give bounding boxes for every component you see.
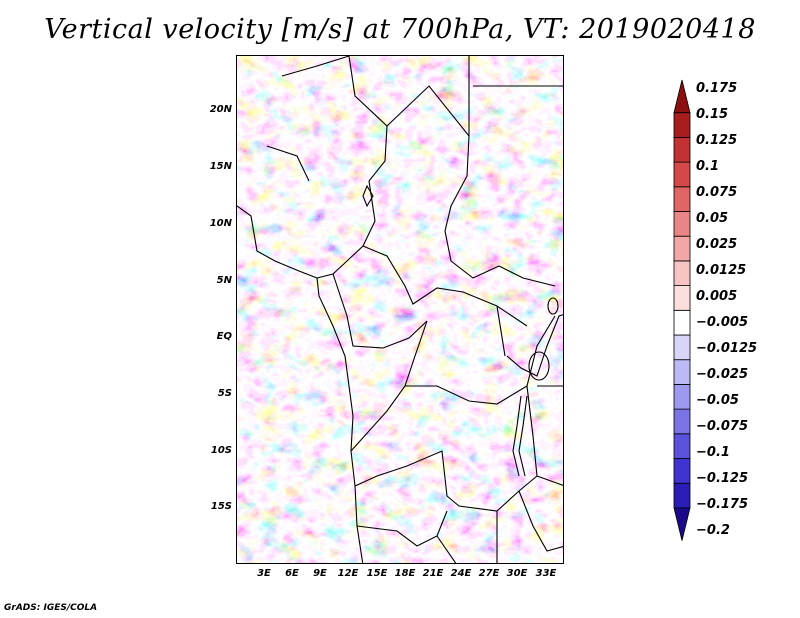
- colorbar-label: −0.175: [696, 497, 749, 512]
- lat-label-5s: 5S: [217, 388, 232, 399]
- colorbar-label: 0.125: [696, 133, 738, 148]
- colorbar-label: 0.075: [696, 185, 738, 200]
- colorbar-cell: [673, 161, 691, 188]
- colorbar-label: 0.005: [696, 289, 738, 304]
- colorbar-label: 0.175: [696, 81, 738, 96]
- colorbar-bottom-arrow: [673, 507, 691, 541]
- colorbar-cell: [673, 334, 691, 361]
- chart-title: Vertical velocity [m/s] at 700hPa, VT: 2…: [44, 14, 756, 45]
- lon-label-30e: 30E: [506, 568, 528, 579]
- colorbar-cell: [673, 359, 691, 385]
- colorbar-cell: [673, 112, 691, 138]
- velocity-field: [237, 56, 563, 563]
- lon-label-3e: 3E: [257, 568, 271, 579]
- colorbar-label: −0.1: [696, 445, 730, 460]
- colorbar-label: −0.075: [696, 419, 749, 434]
- colorbar-cell: [673, 285, 691, 311]
- lon-label-12e: 12E: [337, 568, 359, 579]
- velocity-map: [237, 56, 563, 563]
- colorbar-label: −0.0125: [696, 341, 758, 356]
- colorbar-top-arrow: [673, 79, 691, 114]
- colorbar-label: −0.2: [696, 523, 730, 538]
- map-plot-area: [236, 55, 564, 564]
- lon-label-9e: 9E: [313, 568, 327, 579]
- lat-label-eq: EQ: [216, 331, 232, 342]
- lat-label-10s: 10S: [210, 445, 232, 456]
- lat-label-15n: 15N: [209, 161, 232, 172]
- credit-text: GrADS: IGES/COLA: [4, 603, 98, 613]
- colorbar-label: −0.005: [696, 315, 749, 330]
- colorbar-label: 0.1: [696, 159, 720, 174]
- colorbar-label: −0.025: [696, 367, 749, 382]
- colorbar-cell: [673, 260, 691, 286]
- colorbar-cell: [673, 186, 691, 212]
- water-bodies: [362, 184, 559, 477]
- lon-label-33e: 33E: [535, 568, 557, 579]
- colorbar-label: 0.15: [696, 107, 729, 122]
- lat-label-5n: 5N: [216, 275, 232, 286]
- colorbar-cell: [673, 235, 691, 262]
- colorbar-label: 0.0125: [696, 263, 747, 278]
- lon-label-27e: 27E: [478, 568, 500, 579]
- colorbar-cell: [673, 383, 691, 410]
- colorbar-cell: [673, 136, 691, 163]
- colorbar-cell: [673, 458, 691, 484]
- colorbar-cell: [673, 211, 691, 237]
- lat-label-15s: 15S: [210, 501, 232, 512]
- colorbar-cell: [673, 482, 691, 509]
- colorbar-cell: [673, 309, 691, 336]
- colorbar-cell: [673, 433, 691, 459]
- lon-label-18e: 18E: [394, 568, 416, 579]
- lon-label-21e: 21E: [422, 568, 444, 579]
- lat-label-10n: 10N: [209, 218, 232, 229]
- country-borders: [237, 56, 563, 563]
- lon-label-15e: 15E: [366, 568, 388, 579]
- colorbar-label: 0.025: [696, 237, 738, 252]
- colorbar-label: −0.125: [696, 471, 749, 486]
- lon-label-6e: 6E: [285, 568, 299, 579]
- colorbar-label: 0.05: [696, 211, 729, 226]
- lon-label-24e: 24E: [450, 568, 472, 579]
- colorbar-cells: [673, 79, 691, 541]
- lat-label-20n: 20N: [209, 104, 232, 115]
- colorbar-cell: [673, 408, 691, 435]
- colorbar-label: −0.05: [696, 393, 739, 408]
